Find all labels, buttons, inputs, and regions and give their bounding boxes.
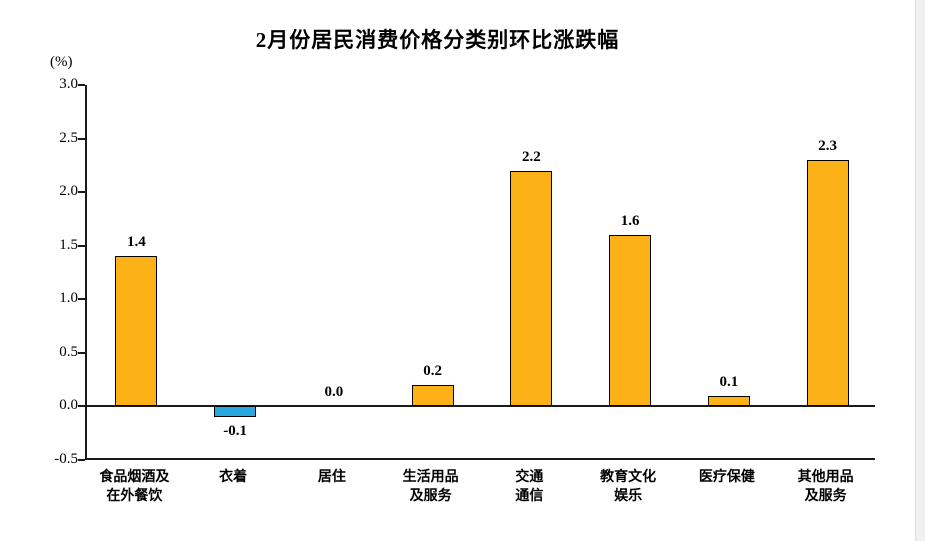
y-tick-mark (78, 244, 85, 247)
y-tick-mark (78, 351, 85, 354)
bar (510, 170, 553, 407)
x-category-label-line: 通信 (515, 489, 544, 504)
x-category-label-line: 娱乐 (614, 489, 643, 504)
x-category-label-line: 教育文化 (600, 470, 657, 485)
y-tick-label: 3.0 (59, 76, 78, 92)
y-tick-mark (78, 191, 85, 194)
y-tick-label: 2.5 (59, 129, 78, 146)
zero-axis-line (87, 405, 875, 408)
y-tick-label: 2.0 (59, 183, 78, 200)
bar-value-label: -0.1 (223, 423, 247, 440)
bar-value-label: 2.3 (818, 138, 837, 154)
x-category-label: 衣着 (184, 468, 283, 487)
y-tick-mark (78, 84, 85, 86)
x-category-label-line: 医疗保健 (698, 470, 755, 485)
x-category-label-line: 在外餐饮 (106, 489, 163, 504)
bar-value-label: 0.1 (719, 373, 739, 390)
bar (115, 256, 158, 407)
x-category-label-line: 其他用品 (797, 470, 854, 485)
x-category-label: 食品烟酒及 在外餐饮 (85, 468, 184, 506)
x-category-label: 医疗保健 (678, 468, 777, 487)
x-category-label: 交通 通信 (480, 468, 579, 506)
x-category-label-line: 生活用品 (402, 470, 459, 485)
window-right-edge (915, 0, 925, 541)
x-category-label: 其他用品 及服务 (776, 468, 875, 506)
x-category-label-line: 衣着 (219, 470, 248, 485)
y-tick-mark (78, 298, 85, 301)
y-tick-mark (78, 405, 85, 408)
bar (214, 406, 257, 418)
x-axis-labels: 食品烟酒及 在外餐饮 衣着 居住 生活用品 及服务 交通 通信 教育文化 娱乐 医疗保健 其他用品 及服… (85, 468, 875, 532)
plot-area: 1.4 -0.1 0.0 0.2 2.2 1.6 0.1 2.3 (78, 84, 875, 461)
y-axis: 3.0 2.5 2.0 1.5 1.0 0.5 0.0 -0.5 (0, 76, 78, 467)
y-tick-label: 0.5 (59, 343, 78, 360)
bar-value-label: 2.2 (522, 148, 541, 165)
x-category-label-line: 及服务 (804, 489, 847, 504)
x-category-label-line: 及服务 (409, 489, 452, 504)
bar-value-label: 1.4 (127, 234, 146, 251)
y-tick-mark (78, 137, 85, 140)
x-category-label: 生活用品 及服务 (381, 468, 480, 506)
x-category-label-line: 食品烟酒及 (99, 470, 170, 485)
x-category-label: 教育文化 娱乐 (579, 468, 678, 506)
y-tick-label: 0.0 (59, 397, 78, 414)
bar-value-label: 1.6 (620, 213, 640, 229)
bar (707, 395, 750, 407)
y-tick-label: -0.5 (54, 451, 78, 467)
x-category-label: 居住 (283, 468, 382, 487)
bar (609, 235, 652, 407)
y-tick-mark (78, 459, 85, 461)
y-axis-unit-label: (%) (50, 54, 73, 70)
x-category-label-line: 居住 (317, 470, 346, 485)
chart-title: 2月份居民消费价格分类别环比涨跌幅 (255, 28, 620, 52)
y-tick-label: 1.0 (59, 290, 78, 307)
bar-value-label: 0.2 (423, 363, 442, 379)
y-tick-label: 1.5 (59, 236, 78, 253)
bar (806, 160, 849, 407)
bar-value-label: 0.0 (324, 384, 344, 401)
bar (411, 385, 454, 407)
x-category-label-line: 交通 (515, 470, 544, 485)
